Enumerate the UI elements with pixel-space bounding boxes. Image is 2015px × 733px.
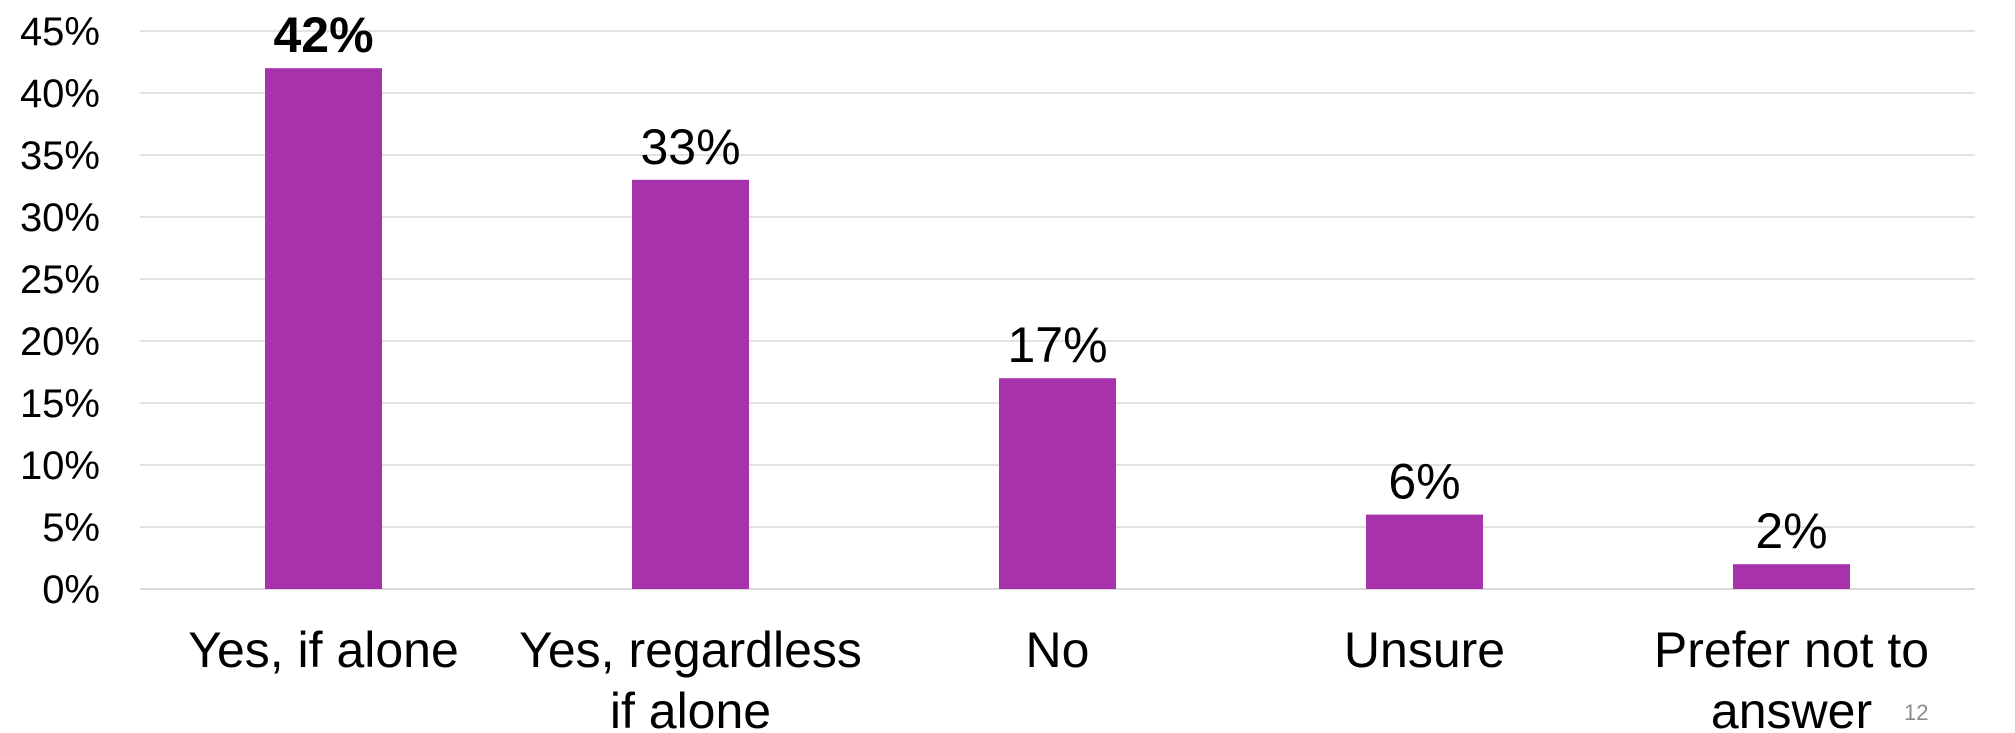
- y-tick-label: 45%: [20, 10, 100, 54]
- y-tick-label: 30%: [20, 196, 100, 240]
- data-label: 2%: [1755, 503, 1827, 559]
- data-label: 17%: [1007, 317, 1107, 373]
- x-axis-category-labels: Yes, if alone Yes, regardless if alone No Un…: [188, 622, 1929, 733]
- data-labels: 42% 33% 17% 6% 2%: [273, 7, 1827, 559]
- x-category-label: Yes, if alone: [188, 622, 459, 678]
- y-tick-label: 40%: [20, 72, 100, 116]
- y-tick-label: 25%: [20, 258, 100, 302]
- bars: [265, 68, 1850, 590]
- y-tick-label: 20%: [20, 320, 100, 364]
- gridlines: [140, 30, 1975, 590]
- bar: [999, 378, 1116, 589]
- x-category-label: Prefer not to answer: [1654, 622, 1929, 733]
- y-tick-label: 0%: [42, 568, 100, 612]
- x-category-label: Yes, regardless if alone: [519, 622, 862, 733]
- bar: [632, 179, 749, 590]
- x-category-label: Unsure: [1344, 622, 1505, 678]
- bar: [1366, 514, 1483, 589]
- slide-number: 12: [1904, 700, 1929, 725]
- x-category-label: No: [1026, 622, 1090, 678]
- y-tick-label: 35%: [20, 134, 100, 178]
- data-label: 42%: [273, 7, 373, 63]
- y-axis-tick-labels: 0% 5% 10% 15% 20% 25% 30% 35% 40% 45%: [20, 10, 100, 612]
- bar: [1733, 564, 1850, 589]
- y-tick-label: 10%: [20, 444, 100, 488]
- data-label: 33%: [640, 119, 740, 175]
- y-tick-label: 5%: [42, 506, 100, 550]
- data-label: 6%: [1388, 454, 1460, 510]
- bar: [265, 68, 382, 589]
- y-tick-label: 15%: [20, 382, 100, 426]
